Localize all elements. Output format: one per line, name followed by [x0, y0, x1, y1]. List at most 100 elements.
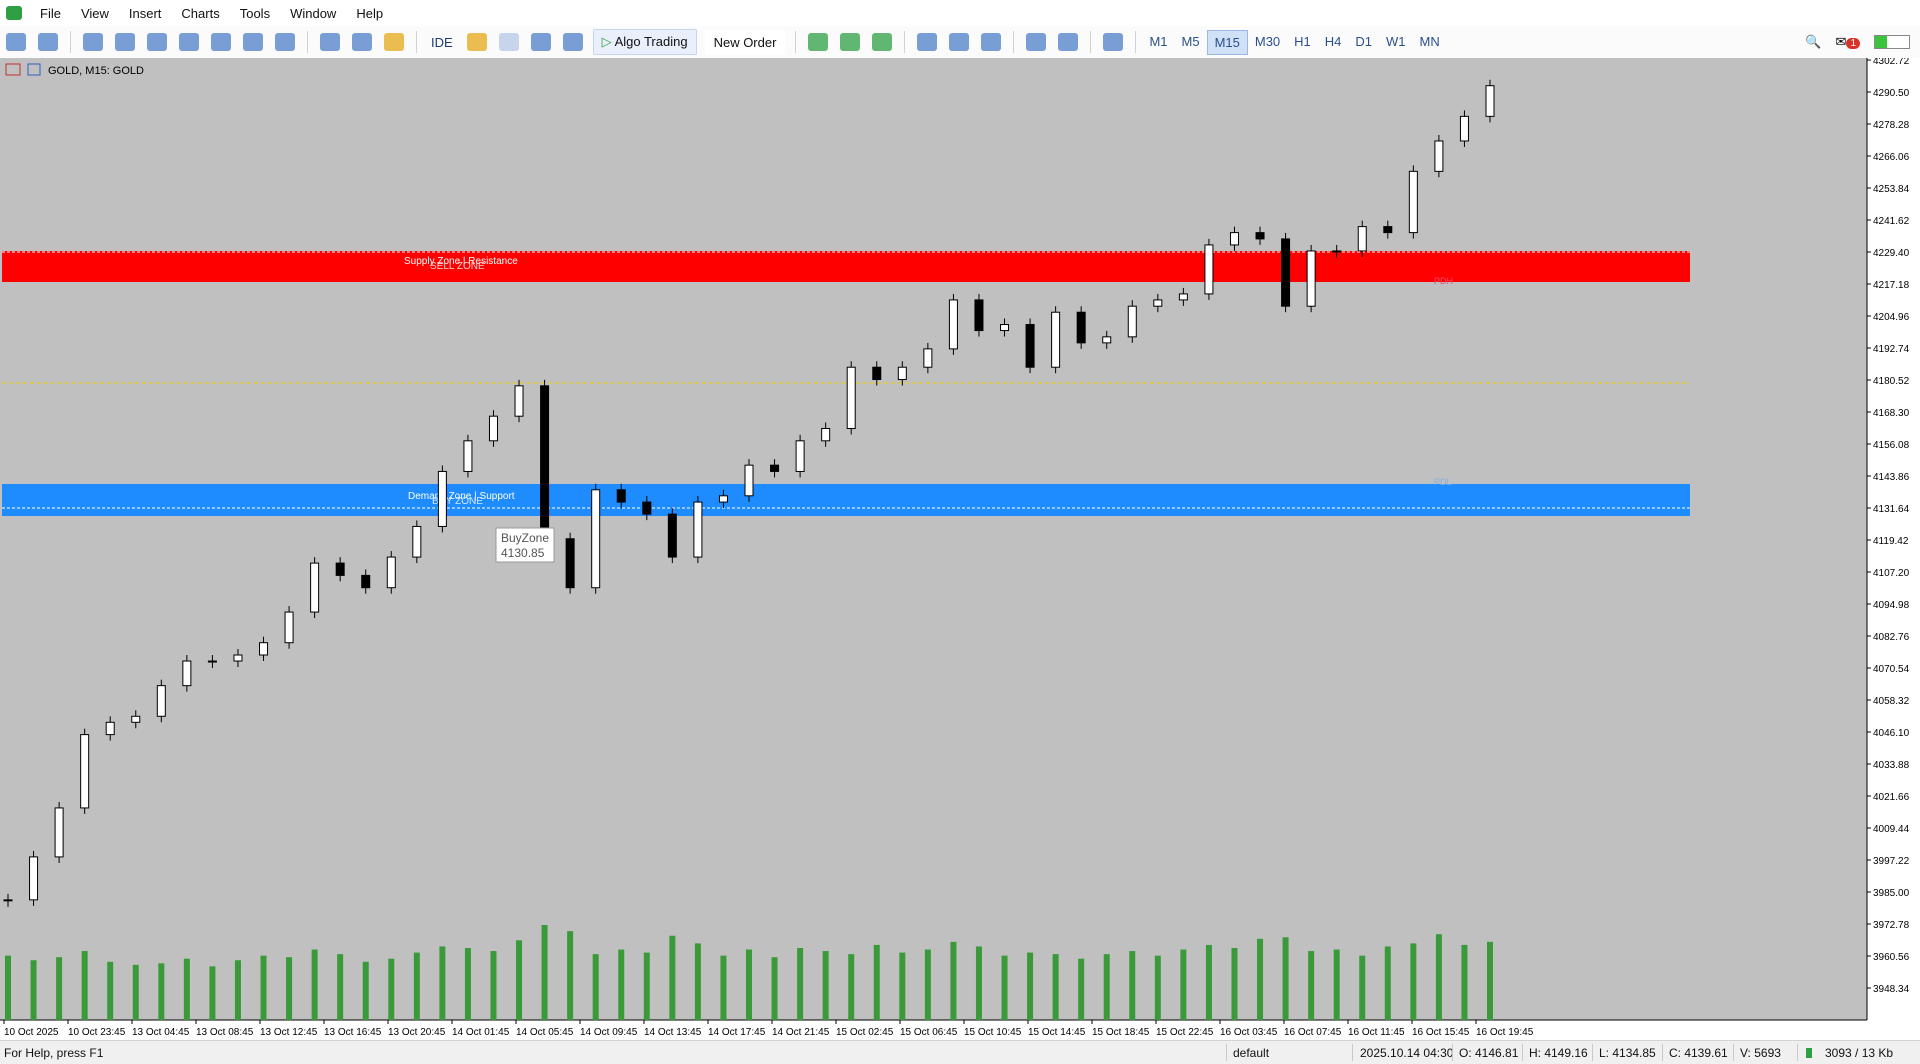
separator [1090, 31, 1092, 53]
status-bar: For Help, press F1 default 2025.10.14 04… [0, 1040, 1920, 1064]
volume-bar [234, 960, 241, 1020]
volume-bar [1410, 943, 1417, 1020]
candle [1076, 311, 1086, 344]
price-tick-label: 4094.98 [1873, 600, 1910, 611]
vertical-line-tool[interactable] [83, 33, 103, 51]
candle [693, 501, 703, 558]
candle [1459, 115, 1469, 142]
time-tick-label: 14 Oct 13:45 [644, 1027, 702, 1038]
tooltip: BuyZone 4130.85 [495, 527, 555, 563]
timeframe-button[interactable]: H1 [1294, 33, 1311, 49]
volume-bar [924, 949, 931, 1020]
status-divider [1352, 1044, 1353, 1061]
menu-item[interactable]: Tools [239, 5, 271, 21]
screenshot-button[interactable] [1103, 33, 1124, 51]
shapes-tool[interactable] [275, 33, 295, 51]
notification-badge: 1 [1846, 38, 1860, 49]
pdl-label: PDL [1434, 477, 1452, 487]
menu-item[interactable]: Charts [181, 5, 220, 21]
timeframe-button[interactable]: W1 [1386, 33, 1406, 49]
new-order-button[interactable]: New Order [704, 29, 786, 55]
time-tick-label: 13 Oct 12:45 [260, 1027, 318, 1038]
templates-button[interactable] [352, 33, 372, 51]
strategy-button[interactable] [466, 33, 487, 51]
channel-tool[interactable] [179, 33, 199, 51]
candle-chart-button[interactable] [840, 33, 861, 51]
price-tick-label: 4070.54 [1873, 664, 1910, 675]
menu-item[interactable]: Window [290, 5, 337, 21]
timeframe-button[interactable]: M15 [1206, 29, 1248, 55]
volume-bar [1384, 946, 1391, 1020]
candle [3, 899, 13, 902]
timeframe-button[interactable]: MN [1419, 33, 1440, 49]
bar-chart-button[interactable] [808, 33, 829, 51]
autoscroll-button[interactable] [1026, 33, 1047, 51]
community-button[interactable] [562, 33, 583, 51]
candle [463, 440, 473, 472]
right-tools: 🔍 ✉ 1 [1805, 26, 1910, 58]
volume-bar [567, 931, 574, 1020]
price-tick-label: 4107.20 [1873, 568, 1910, 579]
search-button[interactable]: 🔍 [1805, 34, 1822, 49]
status-divider [1592, 1044, 1593, 1061]
zoom-in-button[interactable] [917, 33, 938, 51]
status-traffic: 3093 / 13 Kb [1825, 1046, 1894, 1060]
candle [565, 538, 575, 589]
menu-item[interactable]: File [40, 5, 61, 21]
chart-header: GOLD, M15: GOLD [48, 65, 144, 77]
market-button[interactable] [384, 33, 404, 51]
traffic-icon [1806, 1048, 1818, 1058]
candle [284, 611, 294, 644]
text-tool[interactable] [243, 33, 263, 51]
time-tick-label: 16 Oct 19:45 [1476, 1027, 1534, 1038]
notifications[interactable]: ✉ 1 [1836, 34, 1860, 50]
horizontal-line-tool[interactable] [115, 33, 135, 51]
status-divider [1662, 1044, 1663, 1061]
timeframe-button[interactable]: D1 [1355, 33, 1373, 49]
grid-button[interactable] [981, 33, 1002, 51]
line-chart-button[interactable] [872, 33, 893, 51]
cursor-tool[interactable] [6, 33, 26, 51]
timeframe-button[interactable]: M5 [1181, 33, 1200, 49]
price-tick-label: 4278.28 [1873, 120, 1910, 131]
time-tick-label: 10 Oct 23:45 [68, 1027, 126, 1038]
status-open: O: 4146.81 [1459, 1046, 1519, 1060]
algo-trading-button[interactable]: ▷ Algo Trading [592, 29, 697, 55]
price-tick-label: 3972.78 [1873, 920, 1910, 931]
volume-bar [209, 966, 216, 1020]
timeframe-button[interactable]: H4 [1324, 33, 1342, 49]
vps-button[interactable] [530, 33, 551, 51]
chart-shift-button[interactable] [1058, 33, 1079, 51]
timeframe-button[interactable]: M1 [1149, 33, 1168, 49]
price-tick-label: 4119.42 [1873, 536, 1909, 547]
crosshair-tool[interactable] [38, 33, 58, 51]
timeframe-button[interactable]: M30 [1254, 33, 1281, 49]
buy-zone-label: BUY ZONE [432, 496, 483, 507]
volume-bar [975, 946, 982, 1020]
candle [105, 721, 115, 736]
volume-bar [5, 955, 11, 1020]
volume-bar [1180, 949, 1187, 1020]
time-tick-label: 13 Oct 20:45 [388, 1027, 446, 1038]
menu-item[interactable]: Help [356, 5, 384, 21]
candle [1408, 170, 1418, 234]
price-tick-label: 4253.84 [1873, 184, 1910, 195]
menu-item[interactable]: Insert [128, 5, 162, 21]
candle [616, 489, 626, 503]
volume-bar [1333, 949, 1340, 1020]
volume-bar [286, 957, 293, 1020]
fibonacci-tool[interactable] [211, 33, 231, 51]
price-tick-label: 4229.40 [1873, 248, 1910, 259]
volume-bar [107, 961, 114, 1020]
volume-bar [362, 961, 369, 1020]
menu-item[interactable]: View [80, 5, 109, 21]
ide-button[interactable]: IDE [431, 34, 453, 50]
signals-button[interactable] [498, 33, 519, 51]
indicators-button[interactable] [320, 33, 340, 51]
candle [1102, 336, 1112, 344]
volume-bar [1231, 947, 1238, 1020]
zoom-out-button[interactable] [949, 33, 970, 51]
candle [1332, 250, 1342, 253]
candle [335, 562, 345, 576]
trendline-tool[interactable] [147, 33, 167, 51]
